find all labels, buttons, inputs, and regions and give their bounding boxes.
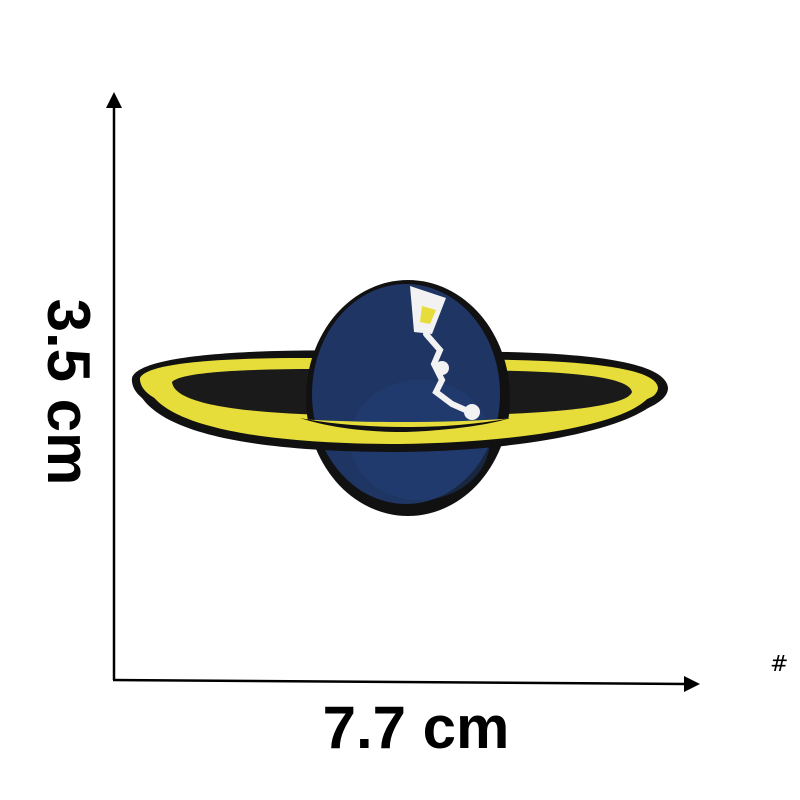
planet-patch-image — [131, 280, 668, 516]
width-axis-arrow-icon — [684, 676, 700, 692]
width-axis-line — [112, 678, 687, 686]
height-axis-arrow-icon — [106, 92, 122, 108]
height-dimension-label: 3.5 cm — [35, 298, 102, 486]
corner-hash-mark: # — [770, 652, 789, 677]
constellation-icon — [410, 286, 480, 420]
ring-front-yellow — [150, 392, 652, 444]
width-dimension-label: 7.7 cm — [322, 694, 510, 761]
ring-front-mid — [300, 418, 510, 432]
